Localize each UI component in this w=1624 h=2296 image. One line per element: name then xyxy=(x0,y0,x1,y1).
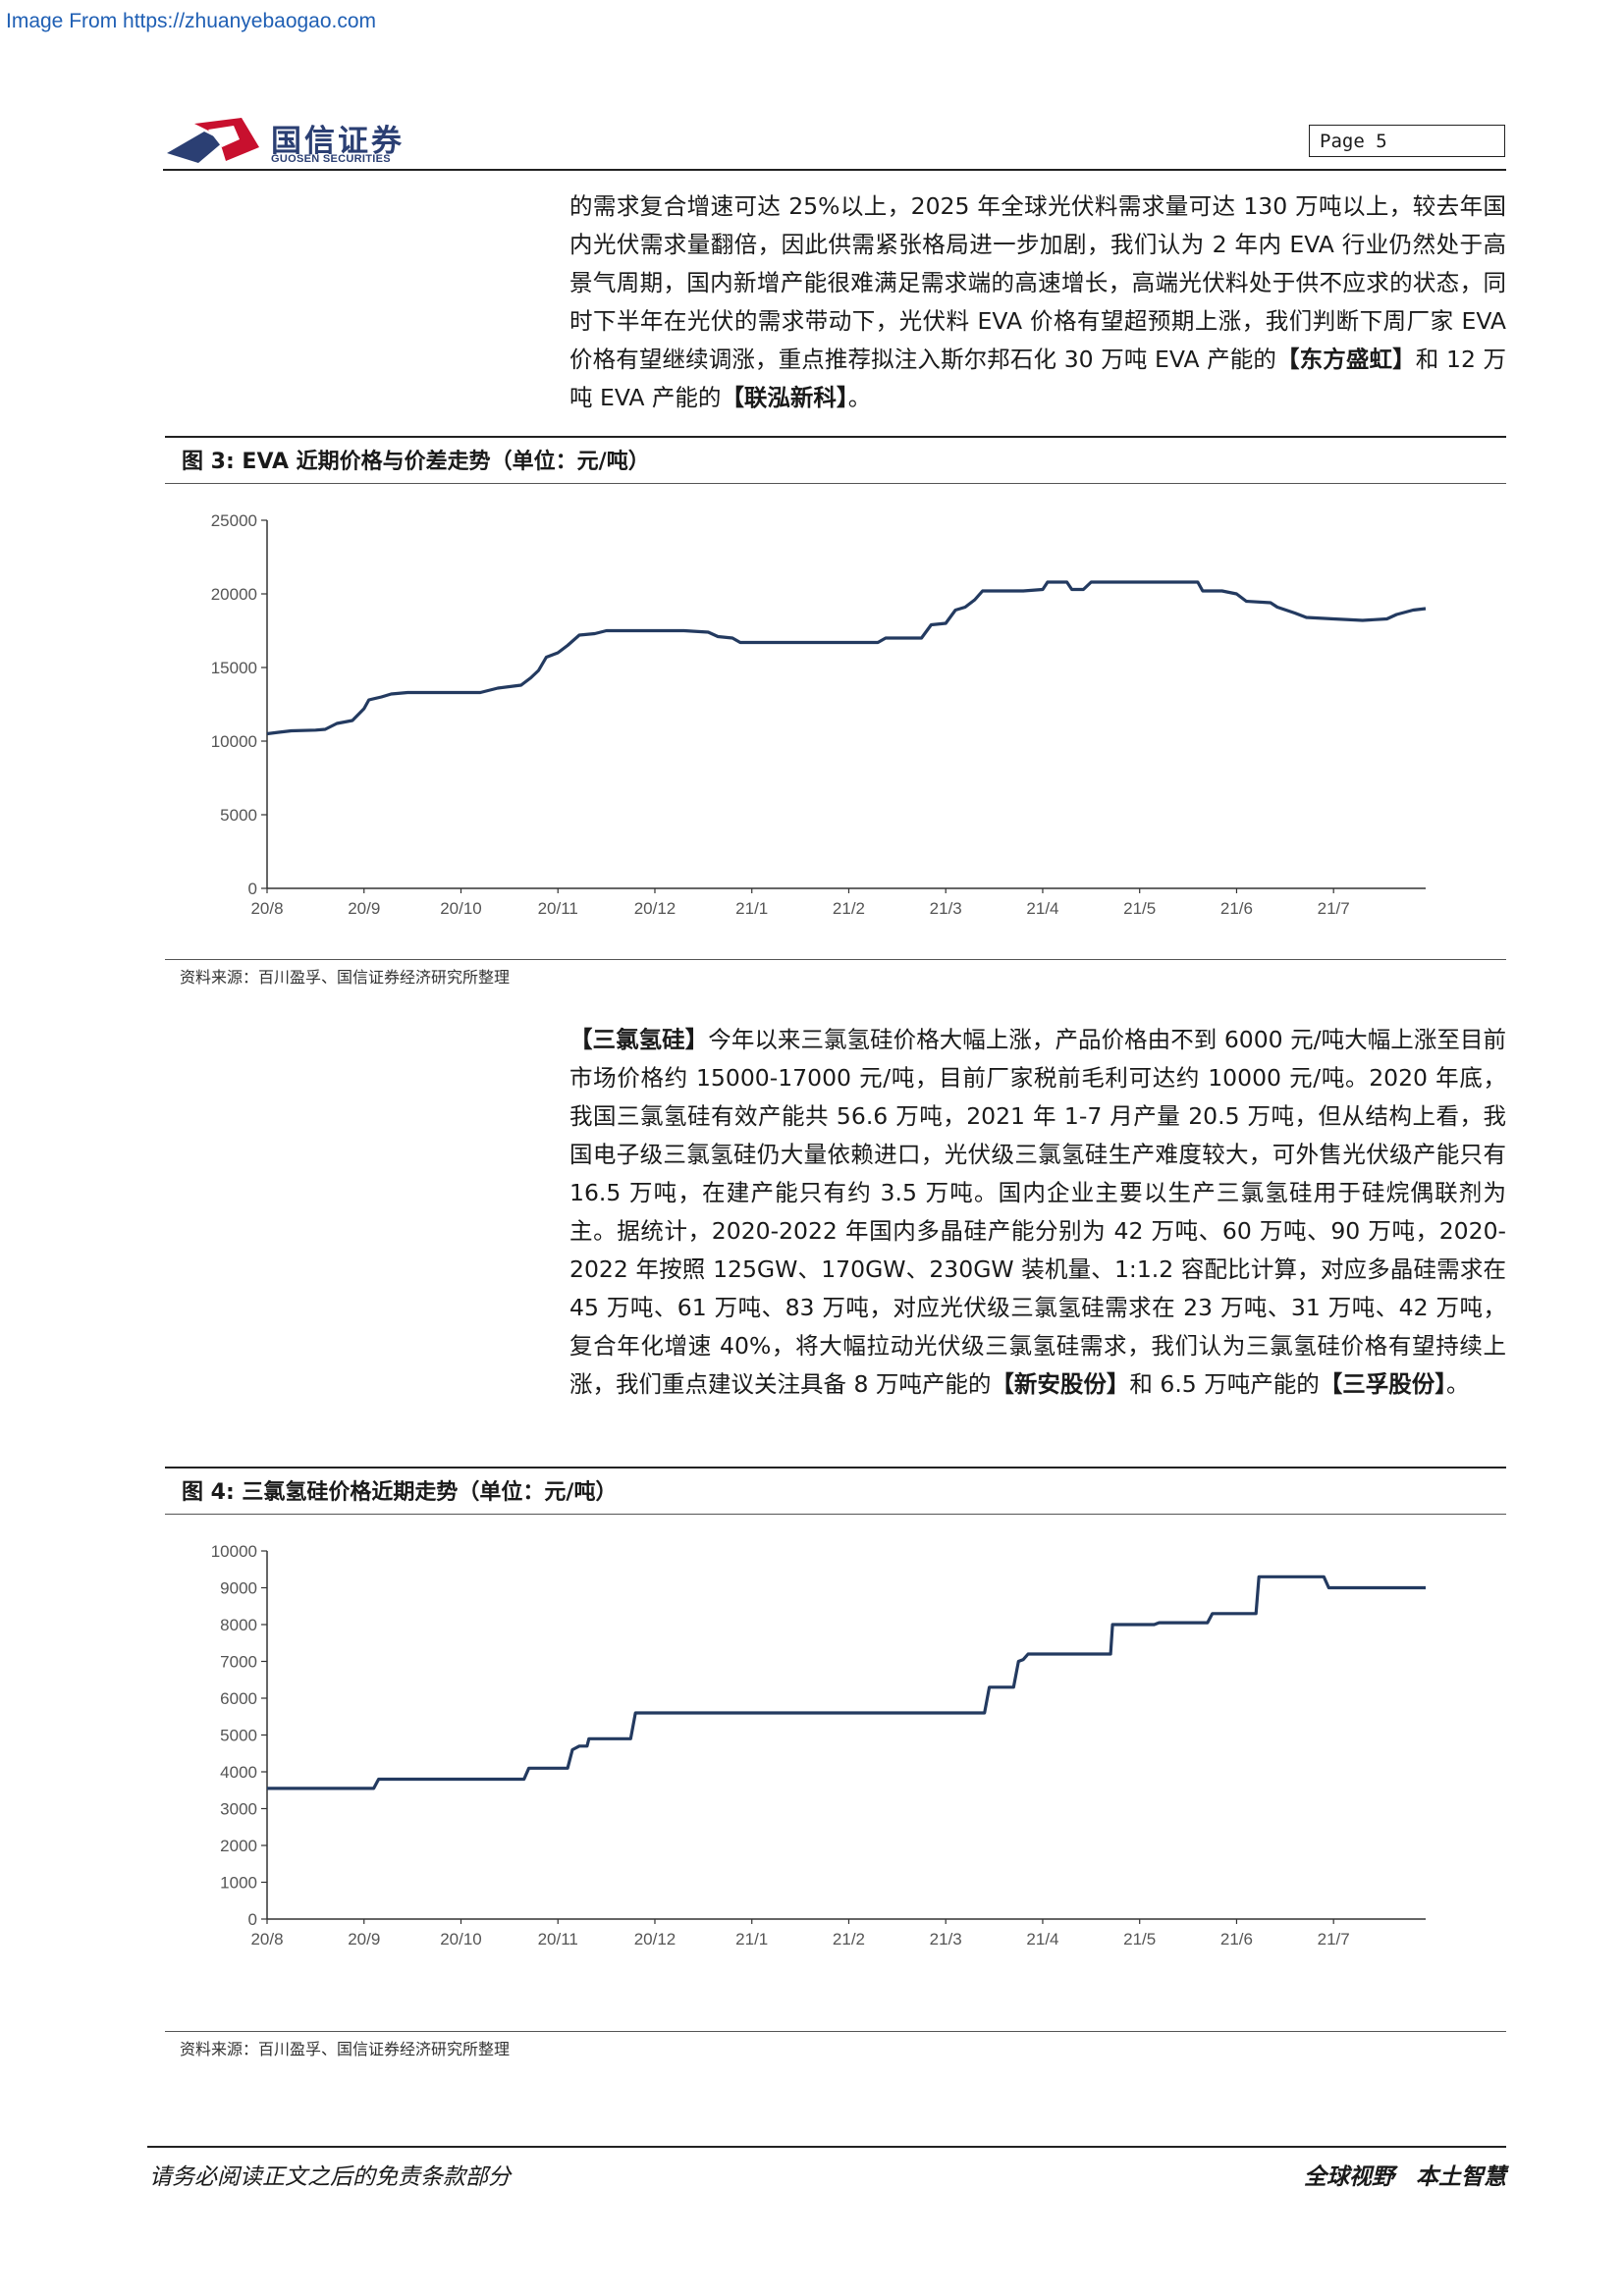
x-tick-label: 21/7 xyxy=(1318,899,1350,918)
tcs-lead: 【三氯氢硅】 xyxy=(569,1026,709,1053)
x-tick-label: 21/3 xyxy=(930,899,962,918)
x-tick-label: 21/4 xyxy=(1026,899,1058,918)
x-tick-label: 21/2 xyxy=(833,899,865,918)
x-tick-label: 21/1 xyxy=(735,1930,768,1949)
x-tick-label: 20/9 xyxy=(348,899,380,918)
paragraph-tcs: 【三氯氢硅】今年以来三氯氢硅价格大幅上涨，产品价格由不到 6000 元/吨大幅上… xyxy=(569,1021,1506,1404)
company-lianhong: 【联泓新科】 xyxy=(721,384,848,411)
paragraph-eva-text: 的需求复合增速可达 25%以上，2025 年全球光伏料需求量可达 130 万吨以… xyxy=(569,192,1506,373)
paragraph-eva-text-2: 和 12 万吨 EVA 产能的 xyxy=(569,346,1506,411)
company-sanfu: 【三孚股份】 xyxy=(1319,1370,1446,1398)
x-tick-label: 20/10 xyxy=(440,1930,482,1949)
y-tick-label: 0 xyxy=(248,880,257,898)
paragraph-tcs-end: 。 xyxy=(1445,1370,1470,1398)
y-tick-label: 15000 xyxy=(211,659,257,677)
x-tick-label: 20/12 xyxy=(634,899,677,918)
page-number: Page 5 xyxy=(1309,125,1505,157)
figure3-bottom-rule xyxy=(165,959,1506,960)
y-tick-label: 7000 xyxy=(220,1653,257,1672)
x-tick-label: 21/2 xyxy=(833,1930,865,1949)
x-tick-label: 21/7 xyxy=(1318,1930,1350,1949)
y-tick-label: 3000 xyxy=(220,1800,257,1819)
x-tick-label: 20/11 xyxy=(538,899,578,918)
y-tick-label: 5000 xyxy=(220,1727,257,1745)
y-tick-label: 4000 xyxy=(220,1763,257,1782)
y-tick-label: 9000 xyxy=(220,1579,257,1598)
x-tick-label: 20/11 xyxy=(538,1930,578,1949)
y-tick-label: 8000 xyxy=(220,1616,257,1634)
y-tick-label: 10000 xyxy=(211,732,257,751)
x-tick-label: 20/9 xyxy=(348,1930,380,1949)
x-tick-label: 20/12 xyxy=(634,1930,677,1949)
figure3-top-rule xyxy=(165,436,1506,438)
figure3-source: 资料来源：百川盈孚、国信证券经济研究所整理 xyxy=(180,968,511,987)
paragraph-tcs-text-2: 和 6.5 万吨产能的 xyxy=(1129,1370,1320,1398)
y-tick-label: 25000 xyxy=(211,511,257,530)
figure4-bottom-rule xyxy=(165,2031,1506,2032)
source-banner[interactable]: Image From https://zhuanyebaogao.com xyxy=(6,10,377,32)
paragraph-tcs-text: 今年以来三氯氢硅价格大幅上涨，产品价格由不到 6000 元/吨大幅上涨至目前市场… xyxy=(569,1026,1506,1398)
figure3-title: 图 3: EVA 近期价格与价差走势（单位：元/吨） xyxy=(182,450,650,474)
x-tick-label: 21/1 xyxy=(735,899,768,918)
company-xinan: 【新安股份】 xyxy=(991,1370,1130,1398)
x-tick-label: 20/10 xyxy=(440,899,482,918)
figure4-title: 图 4: 三氯氢硅价格近期走势（单位：元/吨） xyxy=(182,1480,618,1505)
x-tick-label: 21/6 xyxy=(1220,899,1253,918)
y-tick-label: 20000 xyxy=(211,585,257,604)
paragraph-eva-end: 。 xyxy=(847,384,872,411)
y-tick-label: 10000 xyxy=(211,1542,257,1561)
y-tick-label: 1000 xyxy=(220,1874,257,1893)
y-tick-label: 0 xyxy=(248,1910,257,1929)
logo-text-cn: 国信证券 xyxy=(271,124,405,159)
figure4-top-rule xyxy=(165,1467,1506,1468)
y-tick-label: 5000 xyxy=(220,806,257,825)
x-tick-label: 21/6 xyxy=(1220,1930,1253,1949)
footer-slogan: 全球视野 本土智慧 xyxy=(1282,2158,1506,2191)
tcs-price-chart: 0 1000 2000 3000 4000 5000 6000 7000 8000 9000 100… xyxy=(211,1542,1426,1949)
x-tick-label: 21/5 xyxy=(1123,899,1156,918)
x-tick-label: 20/8 xyxy=(250,1930,283,1949)
header-rule xyxy=(163,169,1506,171)
footer-rule xyxy=(147,2146,1506,2148)
figure4-source: 资料来源：百川盈孚、国信证券经济研究所整理 xyxy=(180,2040,511,2058)
figure3-title-rule xyxy=(165,483,1506,484)
y-tick-label: 6000 xyxy=(220,1689,257,1708)
company-dongfang: 【东方盛虹】 xyxy=(1276,346,1416,373)
series-line xyxy=(266,580,1427,736)
footer-disclaimer: 请务必阅读正文之后的免责条款部分 xyxy=(149,2164,511,2190)
slogan-part-1: 全球视野 xyxy=(1304,2164,1394,2190)
eva-price-chart: 0 5000 10000 15000 20000 25000 20/8 20/9 20/10 20… xyxy=(211,511,1427,918)
x-tick-label: 20/8 xyxy=(250,899,283,918)
slogan-part-2: 本土智慧 xyxy=(1416,2164,1506,2190)
figure4-title-rule xyxy=(165,1514,1506,1515)
series-line xyxy=(267,1575,1426,1790)
x-tick-label: 21/3 xyxy=(930,1930,962,1949)
paragraph-eva: 的需求复合增速可达 25%以上，2025 年全球光伏料需求量可达 130 万吨以… xyxy=(569,187,1506,417)
guosen-logo-icon xyxy=(167,118,259,163)
x-tick-label: 21/4 xyxy=(1026,1930,1058,1949)
logo-text-en: GUOSEN SECURITIES xyxy=(271,153,391,165)
y-tick-label: 2000 xyxy=(220,1837,257,1855)
x-tick-label: 21/5 xyxy=(1123,1930,1156,1949)
